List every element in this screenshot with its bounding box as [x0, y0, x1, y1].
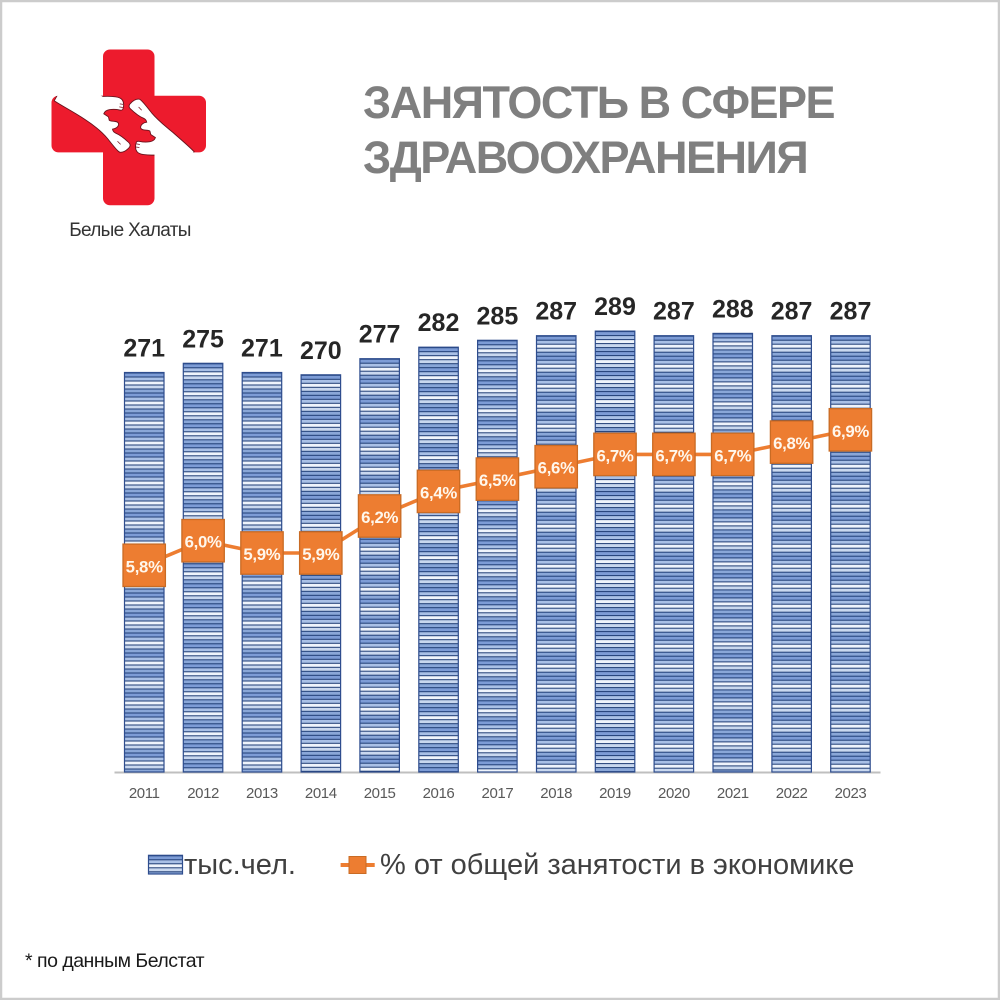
svg-text:2020: 2020 [658, 785, 690, 802]
svg-text:6,7%: 6,7% [714, 446, 751, 465]
svg-text:Белые Халаты: Белые Халаты [69, 220, 190, 241]
svg-text:288: 288 [712, 295, 754, 323]
svg-text:271: 271 [241, 335, 283, 363]
svg-text:5,9%: 5,9% [302, 545, 339, 564]
svg-text:282: 282 [418, 309, 460, 337]
svg-text:2012: 2012 [187, 785, 219, 802]
svg-text:* по данным Белстат: * по данным Белстат [25, 950, 205, 972]
svg-text:6,6%: 6,6% [538, 459, 575, 478]
svg-text:271: 271 [123, 335, 165, 363]
svg-text:6,9%: 6,9% [832, 422, 869, 441]
svg-text:287: 287 [830, 298, 872, 326]
svg-text:2019: 2019 [599, 785, 631, 802]
svg-text:2016: 2016 [423, 785, 455, 802]
svg-text:ЗАНЯТОСТЬ В СФЕРЕ: ЗАНЯТОСТЬ В СФЕРЕ [363, 77, 835, 128]
svg-text:2022: 2022 [776, 785, 808, 802]
svg-text:2023: 2023 [835, 785, 867, 802]
svg-text:6,4%: 6,4% [420, 483, 457, 502]
svg-text:287: 287 [535, 298, 577, 326]
svg-text:289: 289 [594, 293, 636, 321]
svg-text:6,5%: 6,5% [479, 471, 516, 490]
svg-text:тыс.чел.: тыс.чел. [184, 849, 296, 881]
svg-text:2017: 2017 [482, 785, 514, 802]
svg-text:2011: 2011 [129, 785, 160, 802]
svg-text:6,7%: 6,7% [596, 446, 633, 465]
svg-text:275: 275 [182, 325, 224, 353]
svg-text:% от общей занятости в экономи: % от общей занятости в экономике [380, 849, 854, 881]
svg-text:ЗДРАВООХРАНЕНИЯ: ЗДРАВООХРАНЕНИЯ [363, 132, 807, 183]
svg-text:285: 285 [477, 302, 519, 330]
svg-text:277: 277 [359, 321, 401, 349]
svg-text:6,0%: 6,0% [185, 533, 222, 552]
svg-text:5,9%: 5,9% [243, 545, 280, 564]
svg-text:287: 287 [653, 298, 695, 326]
svg-text:6,8%: 6,8% [773, 434, 810, 453]
svg-text:2018: 2018 [540, 785, 572, 802]
svg-text:2015: 2015 [364, 785, 396, 802]
svg-text:287: 287 [771, 298, 813, 326]
svg-text:2014: 2014 [305, 785, 337, 802]
svg-text:6,2%: 6,2% [361, 508, 398, 527]
svg-text:2021: 2021 [717, 785, 749, 802]
svg-text:2013: 2013 [246, 785, 278, 802]
svg-text:270: 270 [300, 337, 342, 365]
svg-text:6,7%: 6,7% [655, 446, 692, 465]
svg-text:5,8%: 5,8% [126, 557, 163, 576]
